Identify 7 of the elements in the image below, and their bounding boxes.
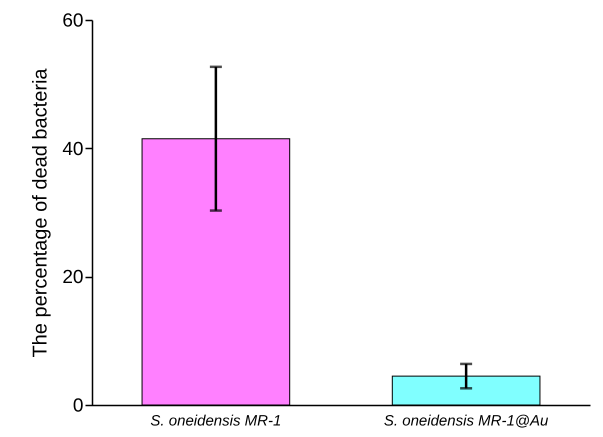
y-axis-title: The percentage of dead bacteria: [29, 68, 52, 358]
y-tick-label: 20: [62, 267, 84, 288]
y-tick-label: 0: [72, 396, 84, 416]
x-tick-label: S. oneidensis MR-1: [150, 412, 282, 430]
y-tick-label: 40: [62, 138, 84, 160]
x-tick-label: S. oneidensis MR-1@Au: [384, 412, 550, 430]
y-tick-label: 60: [62, 10, 84, 32]
